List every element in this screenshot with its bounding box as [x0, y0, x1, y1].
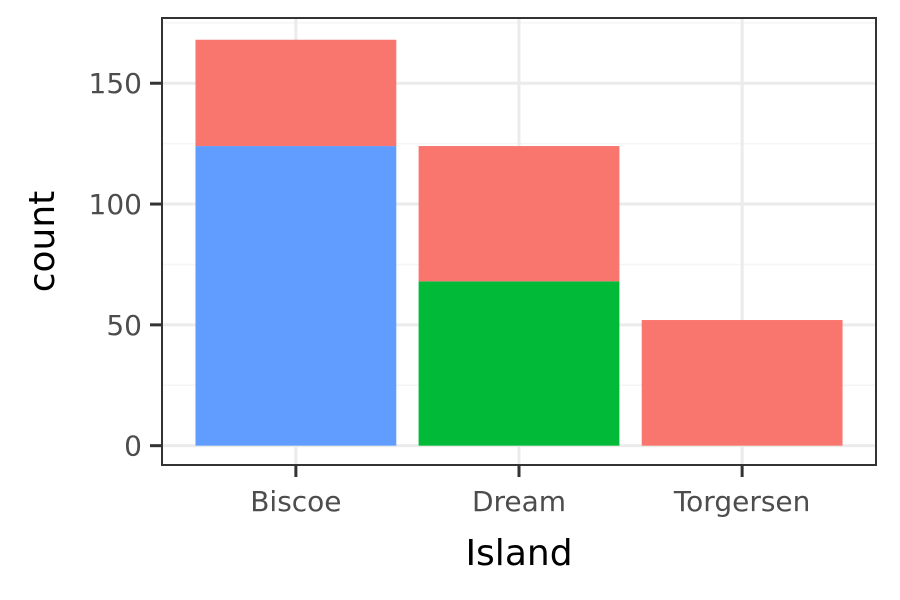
y-tick-label: 150 [89, 67, 142, 100]
bars [195, 39, 843, 446]
x-tick-label: Biscoe [250, 485, 341, 518]
y-tick-label: 50 [106, 309, 142, 342]
y-axis: 0 50 100 150 [89, 67, 162, 463]
bar-torgersen-series-1 [641, 320, 843, 446]
x-tick-label: Dream [472, 485, 566, 518]
x-axis: Biscoe Dream Torgersen [250, 465, 810, 518]
x-tick-label: Torgersen [673, 485, 811, 518]
bar-biscoe-series-3 [195, 146, 397, 446]
y-axis-title: count [22, 191, 63, 293]
y-tick-label: 100 [89, 188, 142, 221]
bar-biscoe-series-1 [195, 39, 397, 147]
bar-dream-series-2 [418, 281, 620, 446]
y-tick-label: 0 [124, 430, 142, 463]
bar-dream-series-1 [418, 146, 620, 282]
x-axis-title: Island [465, 533, 572, 574]
